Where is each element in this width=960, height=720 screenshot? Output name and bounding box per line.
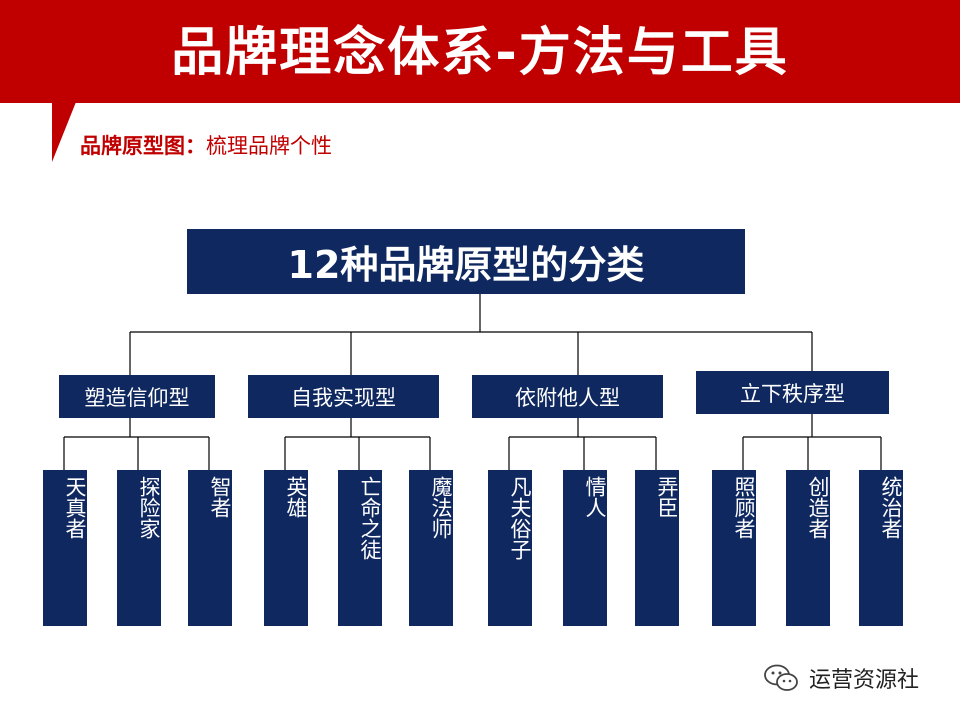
- category-node-3: 依附他人型: [472, 375, 663, 418]
- leaf-label: 创造者: [806, 476, 830, 539]
- leaf-label: 照顾者: [732, 476, 756, 539]
- leaf-label: 天真者: [63, 476, 87, 539]
- leaf-node: 创造者: [786, 470, 830, 626]
- title-banner: [0, 0, 960, 103]
- leaf-label: 探险家: [137, 476, 161, 539]
- category-node-4: 立下秩序型: [696, 371, 889, 414]
- leaf-label: 亡命之徒: [358, 476, 382, 560]
- leaf-node: 弄臣: [635, 470, 679, 626]
- leaf-node: 照顾者: [712, 470, 756, 626]
- leaf-node: 亡命之徒: [338, 470, 382, 626]
- leaf-label: 凡夫俗子: [508, 476, 532, 560]
- subtitle: 品牌原型图：梳理品牌个性: [80, 130, 332, 160]
- subtitle-text: 梳理品牌个性: [206, 134, 332, 158]
- wechat-icon: [764, 664, 798, 691]
- leaf-node: 天真者: [43, 470, 87, 626]
- category-node-1: 塑造信仰型: [59, 375, 215, 418]
- root-node: 12种品牌原型的分类: [187, 229, 745, 294]
- leaf-label: 英雄: [284, 476, 308, 518]
- leaf-label: 统治者: [879, 476, 903, 539]
- leaf-label: 弄臣: [655, 476, 679, 518]
- page-title: 品牌理念体系-方法与工具: [171, 23, 789, 83]
- leaf-node: 凡夫俗子: [488, 470, 532, 626]
- leaf-label: 情人: [583, 476, 607, 518]
- leaf-label: 智者: [208, 476, 232, 518]
- leaf-node: 情人: [563, 470, 607, 626]
- leaf-node: 魔法师: [409, 470, 453, 626]
- subtitle-prefix: 品牌原型图：: [80, 134, 206, 158]
- banner-tail: [52, 102, 76, 162]
- leaf-label: 魔法师: [429, 476, 453, 539]
- leaf-node: 探险家: [117, 470, 161, 626]
- watermark: 运营资源社: [763, 661, 919, 695]
- leaf-node: 智者: [188, 470, 232, 626]
- watermark-text: 运营资源社: [809, 668, 920, 693]
- category-node-2: 自我实现型: [248, 375, 439, 418]
- leaf-node: 统治者: [859, 470, 903, 626]
- leaf-node: 英雄: [264, 470, 308, 626]
